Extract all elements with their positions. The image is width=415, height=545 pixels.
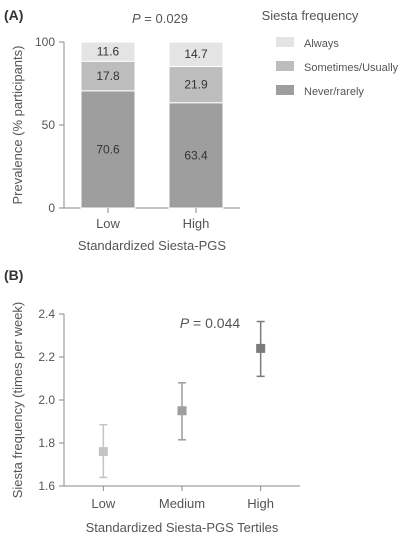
bar-segment-sometimes-usually	[168, 65, 224, 104]
bar-segment-always	[80, 41, 136, 62]
panel-a-y-tick-label: 0	[48, 201, 55, 215]
bar-value-label: 21.9	[184, 78, 208, 92]
panel-a-x-tick-label: Low	[96, 216, 120, 231]
panel-a-label: (A)	[4, 7, 23, 23]
panel-b-x-tick-label: Medium	[159, 496, 205, 511]
panel-b-y-tick-label: 2.2	[38, 350, 55, 364]
bar-value-label: 14.7	[184, 47, 208, 61]
legend-item-label: Sometimes/Usually	[304, 62, 399, 74]
panel-b-y-tick-label: 1.6	[38, 479, 55, 493]
panel-b-p-number: = 0.044	[189, 315, 240, 331]
legend-title: Siesta frequency	[262, 8, 359, 23]
panel-b-x-axis-label: Standardized Siesta-PGS Tertiles	[86, 520, 279, 535]
panel-b-chart: (B) P = 0.044 1.6 1.8 2.0 2.2 2.4 Siesta freq…	[4, 267, 300, 535]
panel-a-y-tick-label: 50	[42, 118, 56, 132]
panel-a-x-axis-label: Standardized Siesta-PGS	[78, 238, 226, 253]
panel-a-chart: (A) P = 0.029 Siesta frequency 0 50 100 Pre…	[4, 7, 399, 253]
bar-value-label: 11.6	[97, 45, 120, 59]
legend-swatch	[276, 37, 294, 47]
panel-b-y-tick-label: 1.8	[38, 436, 55, 450]
bar-value-label: 17.8	[96, 69, 120, 83]
bar-value-label: 70.6	[96, 142, 120, 156]
panel-b-p-value: P = 0.044	[180, 315, 241, 331]
panel-b-plot: 1.6 1.8 2.0 2.2 2.4 Siesta frequency (times p…	[10, 302, 300, 535]
panel-b-y-tick-label: 2.4	[38, 307, 55, 321]
panel-b-p-symbol: P	[180, 315, 190, 331]
panel-a-p-symbol: P	[132, 11, 141, 26]
panel-a-y-axis-label: Prevalence (% participants)	[10, 46, 25, 205]
panel-b-x-tick-label: High	[247, 496, 274, 511]
panel-a-y-tick-label: 100	[35, 35, 55, 49]
data-point-marker	[256, 343, 266, 353]
panel-b-label: (B)	[4, 267, 23, 283]
panel-b-x-tick-label: Low	[91, 496, 115, 511]
bar-value-label: 63.4	[184, 148, 208, 162]
legend-item-label: Always	[304, 38, 339, 50]
panel-a-p-value: P = 0.029	[132, 11, 188, 26]
bar-segment-sometimes-usually	[80, 60, 136, 92]
legend-swatch	[276, 85, 294, 95]
bar-segment-always	[168, 41, 224, 67]
legend-swatch	[276, 61, 294, 71]
data-point-marker	[98, 447, 108, 457]
panel-a-plot: 0 50 100 Prevalence (% participants) 70.6 17.…	[10, 35, 399, 253]
legend-item-label: Never/rarely	[304, 86, 364, 98]
panel-b-y-tick-label: 2.0	[38, 393, 55, 407]
data-point-marker	[177, 406, 187, 416]
panel-a-x-tick-label: High	[183, 216, 210, 231]
bar-segment-never-rarely	[80, 90, 136, 209]
panel-b-y-axis-label: Siesta frequency (times per week)	[10, 302, 25, 499]
panel-a-p-number: = 0.029	[141, 11, 188, 26]
